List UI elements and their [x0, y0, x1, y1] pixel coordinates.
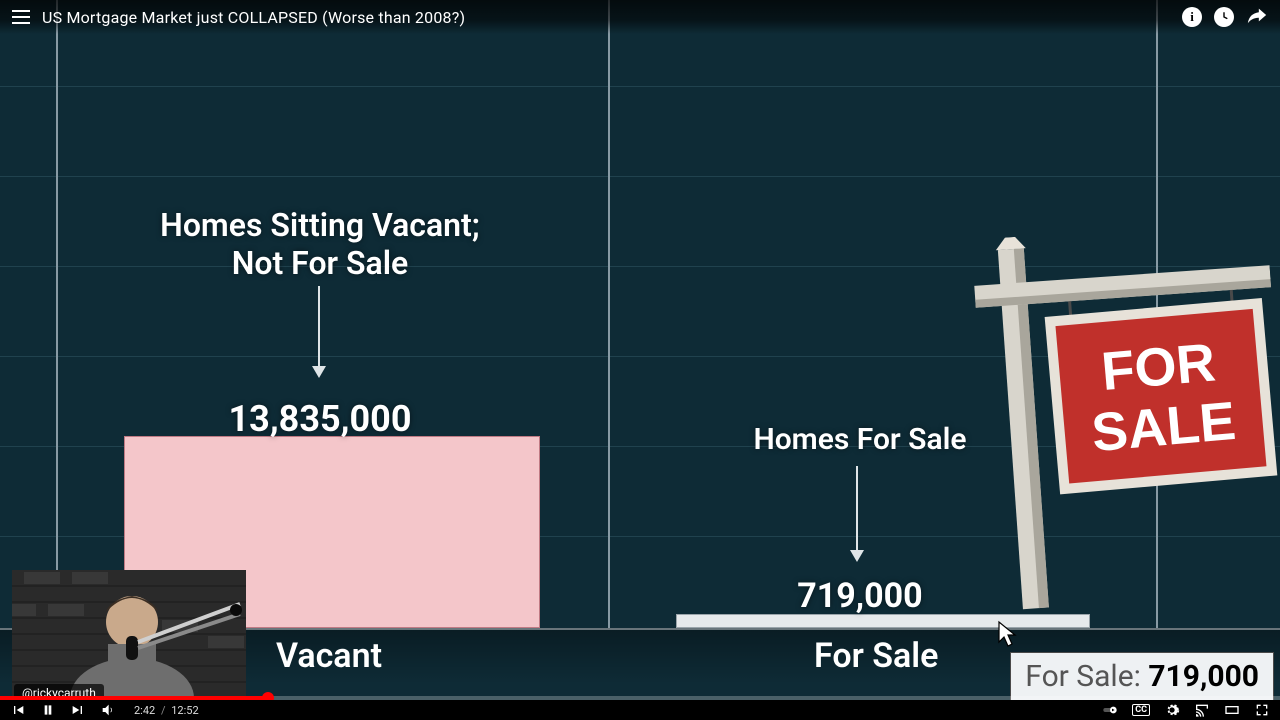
- tooltip-value: 719,000: [1148, 659, 1259, 694]
- watch-later-icon[interactable]: [1214, 7, 1234, 27]
- video-title: US Mortgage Market just COLLAPSED (Worse…: [42, 8, 465, 27]
- chart-separator: [56, 0, 58, 628]
- current-time: 2:42: [134, 704, 155, 717]
- sign-text-line1: FOR: [1099, 332, 1218, 402]
- tooltip-label: For Sale:: [1025, 659, 1141, 694]
- annotation-vacant-value: 13,835,000: [100, 398, 540, 440]
- duration: 12:52: [171, 704, 198, 717]
- time-display: 2:42 / 12:52: [134, 704, 199, 717]
- category-label-forsale: For Sale: [814, 636, 938, 676]
- annotation-vacant-line2: Not For Sale: [100, 244, 540, 282]
- gridline: [0, 176, 1280, 177]
- share-icon[interactable]: [1246, 4, 1268, 30]
- pause-button[interactable]: [40, 702, 56, 718]
- fullscreen-button[interactable]: [1254, 702, 1270, 718]
- captions-button[interactable]: CC: [1132, 704, 1150, 716]
- cursor-icon: [996, 620, 1018, 648]
- previous-button[interactable]: [10, 702, 26, 718]
- chart-separator: [608, 0, 610, 628]
- video-top-overlay: US Mortgage Market just COLLAPSED (Worse…: [0, 0, 1280, 34]
- for-sale-sign: FOR SALE: [947, 219, 1280, 620]
- arrow-icon: [318, 286, 320, 376]
- arrow-icon: [856, 466, 858, 560]
- video-player: Vacant For Sale Homes Sitting Vacant; No…: [0, 0, 1280, 720]
- annotation-vacant-line1: Homes Sitting Vacant;: [100, 206, 540, 244]
- settings-button[interactable]: [1164, 702, 1180, 718]
- chart-tooltip: For Sale: 719,000: [1010, 652, 1274, 701]
- playlist-menu-icon[interactable]: [12, 10, 30, 24]
- sign-text-line2: SALE: [1089, 391, 1238, 463]
- info-icon[interactable]: i: [1182, 7, 1202, 27]
- gridline: [0, 86, 1280, 87]
- cast-button[interactable]: [1194, 702, 1210, 718]
- player-controls: 2:42 / 12:52 CC: [0, 700, 1280, 720]
- theater-mode-button[interactable]: [1224, 702, 1240, 718]
- category-label-vacant: Vacant: [276, 636, 382, 676]
- webcam-inset: [12, 570, 246, 700]
- next-button[interactable]: [70, 702, 86, 718]
- autoplay-toggle[interactable]: [1102, 702, 1118, 718]
- volume-button[interactable]: [100, 702, 116, 718]
